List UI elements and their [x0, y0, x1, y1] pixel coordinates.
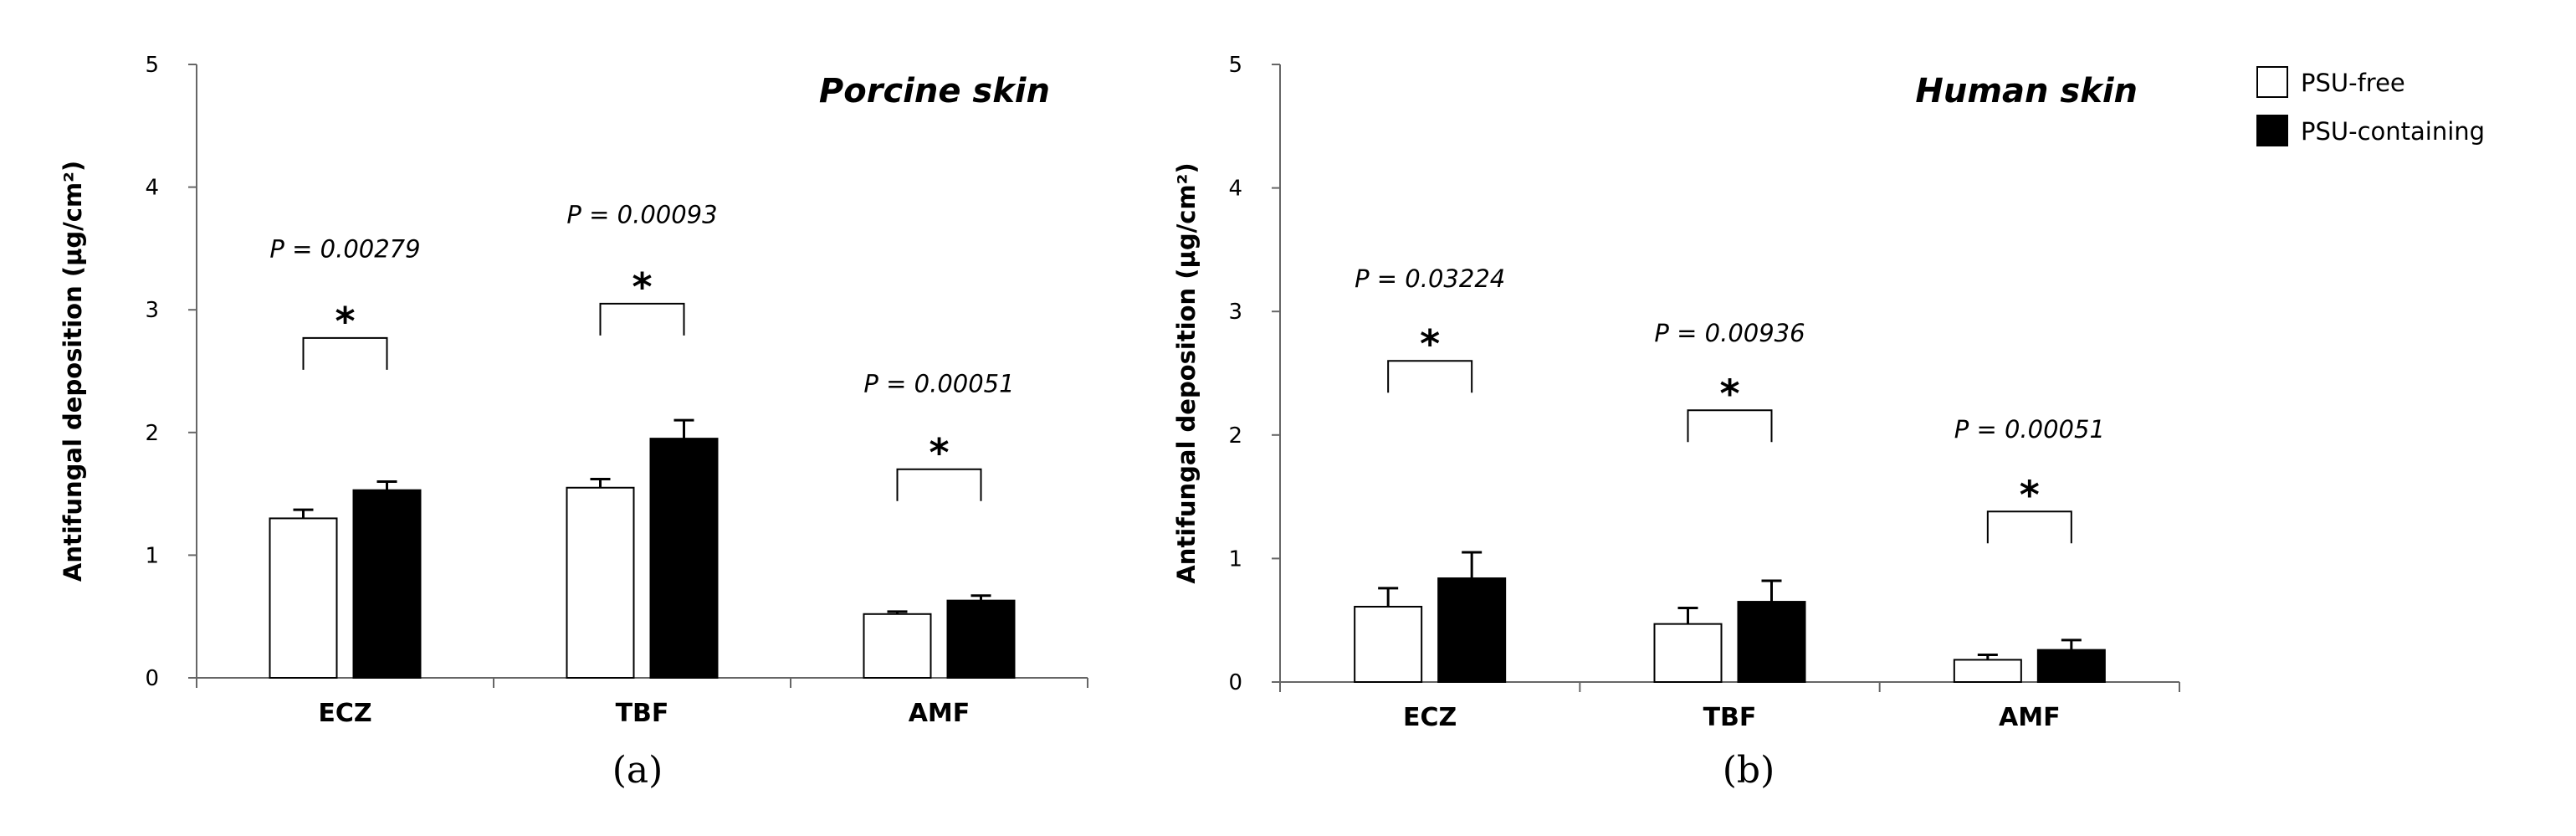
- y-axis-label: Antifungal deposition (µg/cm²): [1172, 162, 1201, 583]
- significance-bracket: [1986, 510, 2072, 544]
- y-tick-label: 0: [145, 666, 159, 691]
- significance-bracket: [896, 468, 982, 501]
- category-label: TBF: [1703, 703, 1757, 732]
- p-value-label: P = 0.00936: [1654, 319, 1805, 347]
- significance-bracket: [302, 336, 388, 370]
- significance-star: *: [929, 430, 949, 475]
- bar-ecz-psu-containing: [1437, 577, 1507, 683]
- y-tick-label: 5: [145, 53, 159, 78]
- p-value-label: P = 0.00279: [269, 234, 420, 263]
- significance-star: *: [2020, 472, 2040, 517]
- significance-star: *: [335, 299, 355, 344]
- legend-swatch-psu-free: [2256, 66, 2288, 98]
- category-label: TBF: [616, 699, 669, 728]
- chart-title: Human skin: [1915, 72, 2138, 110]
- bar-ecz-psu-containing: [352, 489, 422, 680]
- y-tick-label: 2: [145, 421, 159, 446]
- significance-bracket: [599, 302, 685, 336]
- y-tick-label: 5: [1228, 53, 1242, 78]
- y-tick-label: 3: [1228, 300, 1242, 325]
- category-label: ECZ: [1403, 703, 1457, 732]
- y-tick-label: 2: [1228, 423, 1242, 449]
- bar-amf-psu-free: [863, 613, 932, 680]
- category-label: AMF: [1999, 703, 2061, 732]
- p-value-label: P = 0.00093: [566, 200, 717, 228]
- bar-ecz-psu-free: [269, 517, 338, 679]
- significance-star: *: [1420, 321, 1440, 367]
- bar-tbf-psu-containing: [1737, 601, 1806, 683]
- legend-label: PSU-free: [2301, 69, 2405, 97]
- legend: PSU-free PSU-containing: [2256, 66, 2485, 146]
- p-value-label: P = 0.03224: [1355, 264, 1505, 293]
- bar-amf-psu-containing: [946, 599, 1016, 680]
- panel-a-porcine-skin-chart: 0 1 2 3 4 5 Antifungal deposition (µg/cm²) Porc…: [59, 53, 1088, 792]
- y-tick-label: 3: [145, 298, 159, 323]
- bar-tbf-psu-free: [1653, 623, 1723, 683]
- y-axis-label: Antifungal deposition (µg/cm²): [59, 161, 87, 582]
- significance-star: *: [632, 264, 652, 310]
- chart-title: Porcine skin: [819, 72, 1050, 110]
- bar-tbf-psu-containing: [649, 438, 719, 679]
- significance-star: *: [1719, 371, 1739, 416]
- significance-bracket: [1387, 360, 1473, 393]
- y-tick-label: 4: [145, 176, 159, 201]
- bar-tbf-psu-free: [566, 486, 635, 680]
- y-tick-label: 0: [1228, 670, 1242, 695]
- category-label: AMF: [909, 699, 970, 728]
- panel-b-human-skin-chart: 0 1 2 3 4 5 Antifungal deposition (µg/cm²) Huma…: [1172, 53, 2180, 792]
- bar-ecz-psu-free: [1354, 605, 1423, 683]
- legend-swatch-psu-containing: [2256, 115, 2288, 146]
- bar-amf-psu-free: [1953, 659, 2022, 684]
- y-tick-label: 1: [1228, 546, 1242, 572]
- category-label: ECZ: [318, 699, 371, 728]
- y-tick-label: 4: [1228, 177, 1242, 202]
- legend-label: PSU-containing: [2301, 117, 2485, 146]
- panel-label: (a): [612, 749, 663, 792]
- bar-amf-psu-containing: [2036, 649, 2106, 684]
- p-value-label: P = 0.00051: [1954, 415, 2105, 444]
- significance-bracket: [1687, 409, 1773, 443]
- p-value-label: P = 0.00051: [863, 370, 1014, 398]
- panel-label: (b): [1723, 749, 1775, 792]
- y-tick-label: 1: [145, 543, 159, 568]
